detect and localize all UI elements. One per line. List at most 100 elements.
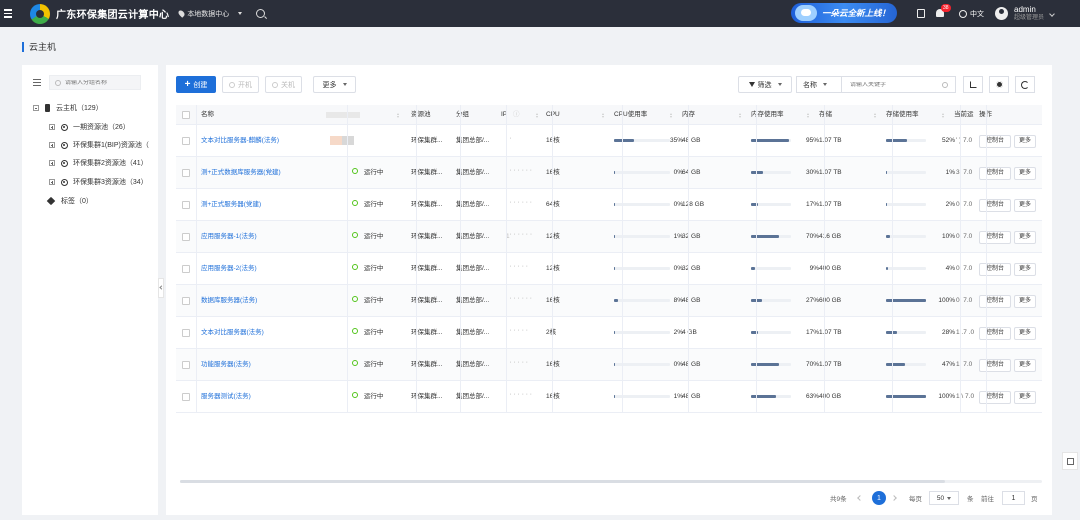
tree-node-pool[interactable]: 环保集群3资源池（34） [49,176,148,188]
refresh-button[interactable] [1015,76,1035,93]
tree-node-pool[interactable]: 环保集群2资源池（41） [49,157,148,169]
goto-page-input[interactable] [1002,491,1025,505]
row-more-button[interactable]: 更多 [1014,327,1036,340]
stop-button[interactable]: 关机 [265,76,302,93]
announcement-banner[interactable]: 一朵云全新上线！ [791,3,897,23]
search-icon[interactable] [942,81,948,88]
expand-icon[interactable] [49,142,55,148]
collapse-icon[interactable] [33,105,39,111]
select-all-checkbox[interactable] [182,111,190,119]
column-header-storage[interactable]: 存储 [819,111,832,118]
sort-icon[interactable] [874,113,877,118]
row-more-button[interactable]: 更多 [1014,391,1036,404]
user-menu[interactable]: admin 超级管理员 [1014,5,1044,23]
vm-name-link[interactable]: 应用服务器-2(法务) [201,265,257,272]
next-page-button[interactable] [891,491,897,505]
console-button[interactable]: 控制台 [979,295,1011,308]
column-header-ip[interactable]: IP [501,111,508,118]
column-header-storage-usage[interactable]: 存储使用率 [886,111,919,118]
vm-name-link[interactable]: 测+正式数据库服务器(党建) [201,169,281,176]
table-row[interactable]: 测+正式服务器(党建) 运行中 环保集群... 集团总部/... ' ' ' '… [176,189,1042,221]
search-field-select[interactable]: 名称 [797,77,842,92]
console-button[interactable]: 控制台 [979,167,1011,180]
row-more-button[interactable]: 更多 [1014,231,1036,244]
console-button[interactable]: 控制台 [979,135,1011,148]
sort-icon[interactable] [670,113,673,118]
console-button[interactable]: 控制台 [979,359,1011,372]
tree-node-pool[interactable]: 一期资源池（26） [49,121,130,133]
row-more-button[interactable]: 更多 [1014,359,1036,372]
console-button[interactable]: 控制台 [979,199,1011,212]
vm-name-link[interactable]: 文本对比服务器-麒麟(法务) [201,137,279,144]
filter-button[interactable]: 筛选 [738,76,792,93]
search-input[interactable] [850,81,942,88]
prev-page-button[interactable] [857,491,863,505]
notification-button[interactable]: 38 [936,4,951,18]
start-button[interactable]: 开机 [222,76,259,93]
page-current[interactable]: 1 [872,491,886,505]
row-more-button[interactable]: 更多 [1014,135,1036,148]
console-button[interactable]: 控制台 [979,327,1011,340]
vm-name-link[interactable]: 服务器测试(法务) [201,393,251,400]
sort-icon[interactable] [807,113,810,118]
create-button[interactable]: + 创建 [176,76,216,93]
horizontal-scrollbar[interactable] [180,480,1042,483]
row-checkbox[interactable] [182,201,190,209]
expand-icon[interactable] [49,124,55,130]
expand-icon[interactable] [49,179,55,185]
vm-name-link[interactable]: 文本对比服务器(法务) [201,329,264,336]
row-more-button[interactable]: 更多 [1014,295,1036,308]
language-switch[interactable]: 中文 [959,9,984,19]
more-actions-dropdown[interactable]: 更多 [313,76,356,93]
tree-node-pool[interactable]: 环保集群1(BIP)资源池（ [49,139,149,151]
vm-name-link[interactable]: 应用服务器-1(法务) [201,233,257,240]
row-checkbox[interactable] [182,233,190,241]
sort-icon[interactable] [536,113,539,118]
tree-collapse-icon[interactable] [33,79,41,86]
table-row[interactable]: 服务器测试(法务) 运行中 环保集群... 集团总部/... ' ' ' ' '… [176,381,1042,413]
sort-icon[interactable] [942,113,945,118]
tree-search-input[interactable] [65,79,135,86]
chevron-down-icon[interactable] [1049,10,1055,17]
row-more-button[interactable]: 更多 [1014,167,1036,180]
scrollbar-thumb[interactable] [180,480,945,483]
menu-icon[interactable] [4,0,18,27]
column-header-current[interactable]: 当前运 [954,111,974,118]
row-checkbox[interactable] [182,169,190,177]
sort-icon[interactable] [602,113,605,118]
panel-collapse-handle[interactable] [158,278,164,298]
sort-icon[interactable] [739,113,742,118]
column-header-cpu-usage[interactable]: CPU使用率 [614,111,648,118]
sort-icon[interactable] [397,113,400,118]
tree-search-box[interactable] [49,75,141,90]
table-row[interactable]: 功能服务器(法务) 运行中 环保集群... 集团总部/... ' ' ' ' '… [176,349,1042,381]
column-header-name[interactable]: 名称 [201,111,214,118]
page-size-select[interactable]: 50 [929,491,959,505]
row-checkbox[interactable] [182,361,190,369]
table-row[interactable]: 应用服务器-1(法务) 运行中 环保集群... 集团总部/... 1' ' ' … [176,221,1042,253]
vm-name-link[interactable]: 功能服务器(法务) [201,361,251,368]
table-row[interactable]: 文本对比服务器(法务) 运行中 环保集群... 集团总部/... ' ' ' '… [176,317,1042,349]
row-checkbox[interactable] [182,297,190,305]
table-row[interactable]: 应用服务器-2(法务) 运行中 环保集群... 集团总部/... ' ' ' '… [176,253,1042,285]
table-row[interactable]: 数据库服务器(法务) 运行中 环保集群... 集团总部/... ' ' ' ' … [176,285,1042,317]
table-row[interactable]: 文本对比服务器-麒麟(法务) 环保集群... 集团总部/... ' ' 16核 … [176,125,1042,157]
expand-icon[interactable] [49,160,55,166]
tree-node-root[interactable]: 云主机（129） [33,102,103,114]
vm-name-link[interactable]: 数据库服务器(法务) [201,297,258,304]
row-checkbox[interactable] [182,265,190,273]
column-header-memory-usage[interactable]: 内存使用率 [751,111,784,118]
console-button[interactable]: 控制台 [979,231,1011,244]
row-checkbox[interactable] [182,393,190,401]
search-icon[interactable] [256,9,266,18]
document-icon[interactable] [917,9,925,18]
column-header-pool[interactable]: 资源池 [411,111,431,118]
row-more-button[interactable]: 更多 [1014,263,1036,276]
table-row[interactable]: 测+正式数据库服务器(党建) 运行中 环保集群... 集团总部/... ' ' … [176,157,1042,189]
column-header-group[interactable]: 分组 [456,111,469,118]
row-checkbox[interactable] [182,137,190,145]
datacenter-select[interactable]: 本地数据中心 [177,9,243,19]
row-checkbox[interactable] [182,329,190,337]
console-button[interactable]: 控制台 [979,391,1011,404]
export-button[interactable] [963,76,983,93]
